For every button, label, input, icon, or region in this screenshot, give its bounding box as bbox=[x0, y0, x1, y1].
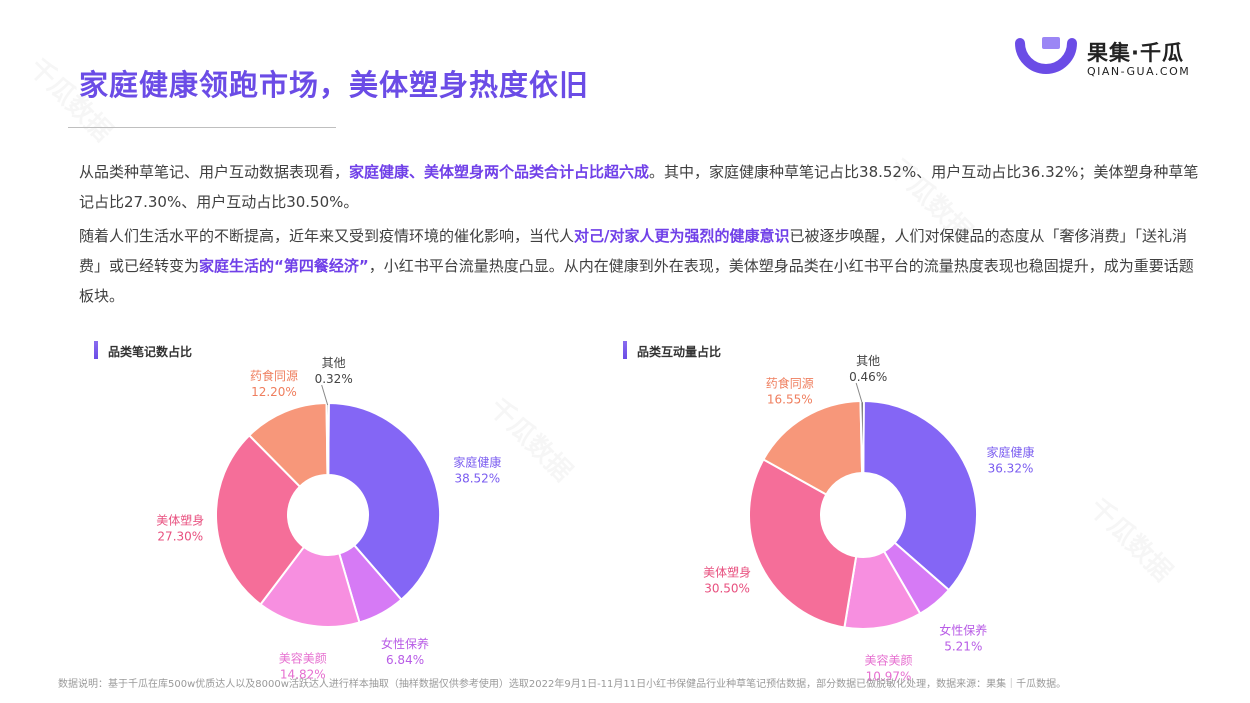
slice-value-label: 6.84% bbox=[386, 653, 424, 667]
logo-text: 果集·千瓜 bbox=[1087, 41, 1184, 65]
leader-line bbox=[855, 382, 863, 404]
donut-slice bbox=[859, 400, 865, 475]
donut-slice bbox=[215, 433, 306, 606]
slice-label: 药食同源 bbox=[250, 368, 298, 383]
data-footnote: 数据说明：基于千瓜在库500w优质达人以及8000w活跃达人进行样本抽取（抽样数… bbox=[58, 679, 1067, 690]
logo-mark-icon bbox=[1015, 37, 1077, 74]
slice-value-label: 0.32% bbox=[315, 372, 353, 386]
slice-value-label: 30.50% bbox=[704, 582, 750, 596]
slice-label: 其他 bbox=[856, 354, 880, 368]
slice-value-label: 14.82% bbox=[280, 668, 326, 682]
slice-label: 女性保养 bbox=[381, 636, 429, 651]
summary-paragraph-1: 从品类种草笔记、用户互动数据表现看，家庭健康、美体塑身两个品类合计占比超六成。其… bbox=[79, 163, 1199, 211]
brand-logo: 果集·千瓜 QIAN-GUA.COM bbox=[1014, 37, 1214, 87]
slice-label: 女性保养 bbox=[939, 623, 987, 638]
slice-value-label: 27.30% bbox=[157, 529, 203, 543]
slice-label: 其他 bbox=[322, 356, 346, 370]
logo-url: QIAN-GUA.COM bbox=[1087, 65, 1191, 78]
leader-line bbox=[321, 384, 329, 406]
slice-label: 美体塑身 bbox=[156, 512, 204, 527]
donut-slice bbox=[327, 401, 441, 602]
summary-paragraph-2: 随着人们生活水平的不断提高，近年来又受到疫情环境的催化影响，当代人对己/对家人更… bbox=[79, 227, 1194, 305]
donut-slice bbox=[748, 458, 858, 629]
donut-slice bbox=[325, 402, 330, 477]
slice-value-label: 10.97% bbox=[866, 670, 912, 684]
slice-label: 药食同源 bbox=[766, 375, 814, 390]
donut-slice bbox=[762, 400, 864, 496]
slice-value-label: 16.55% bbox=[767, 392, 813, 406]
title-divider bbox=[68, 127, 336, 128]
chart-title-interactions: 品类互动量占比 bbox=[622, 341, 722, 359]
slice-label: 美容美颜 bbox=[279, 651, 327, 666]
slice-label: 美容美颜 bbox=[865, 653, 913, 668]
slice-value-label: 12.20% bbox=[251, 385, 297, 399]
page-title: 家庭健康领跑市场，美体塑身热度依旧 bbox=[79, 68, 590, 102]
slice-label: 美体塑身 bbox=[703, 565, 751, 580]
chart-title-notes: 品类笔记数占比 bbox=[93, 341, 193, 359]
slice-label: 家庭健康 bbox=[986, 445, 1034, 460]
slice-value-label: 38.52% bbox=[454, 472, 500, 486]
slice-value-label: 36.32% bbox=[988, 462, 1034, 476]
slice-value-label: 5.21% bbox=[944, 640, 982, 654]
slice-value-label: 0.46% bbox=[849, 370, 887, 384]
slice-label: 家庭健康 bbox=[453, 455, 501, 470]
donut-slice bbox=[862, 399, 978, 592]
